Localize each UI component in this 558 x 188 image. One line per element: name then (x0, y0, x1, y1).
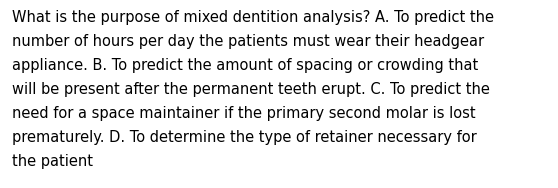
Text: the patient: the patient (12, 154, 93, 169)
Text: need for a space maintainer if the primary second molar is lost: need for a space maintainer if the prima… (12, 106, 475, 121)
Text: prematurely. D. To determine the type of retainer necessary for: prematurely. D. To determine the type of… (12, 130, 477, 145)
Text: will be present after the permanent teeth erupt. C. To predict the: will be present after the permanent teet… (12, 82, 490, 97)
Text: appliance. B. To predict the amount of spacing or crowding that: appliance. B. To predict the amount of s… (12, 58, 478, 73)
Text: number of hours per day the patients must wear their headgear: number of hours per day the patients mus… (12, 34, 484, 49)
Text: What is the purpose of mixed dentition analysis? A. To predict the: What is the purpose of mixed dentition a… (12, 10, 494, 25)
